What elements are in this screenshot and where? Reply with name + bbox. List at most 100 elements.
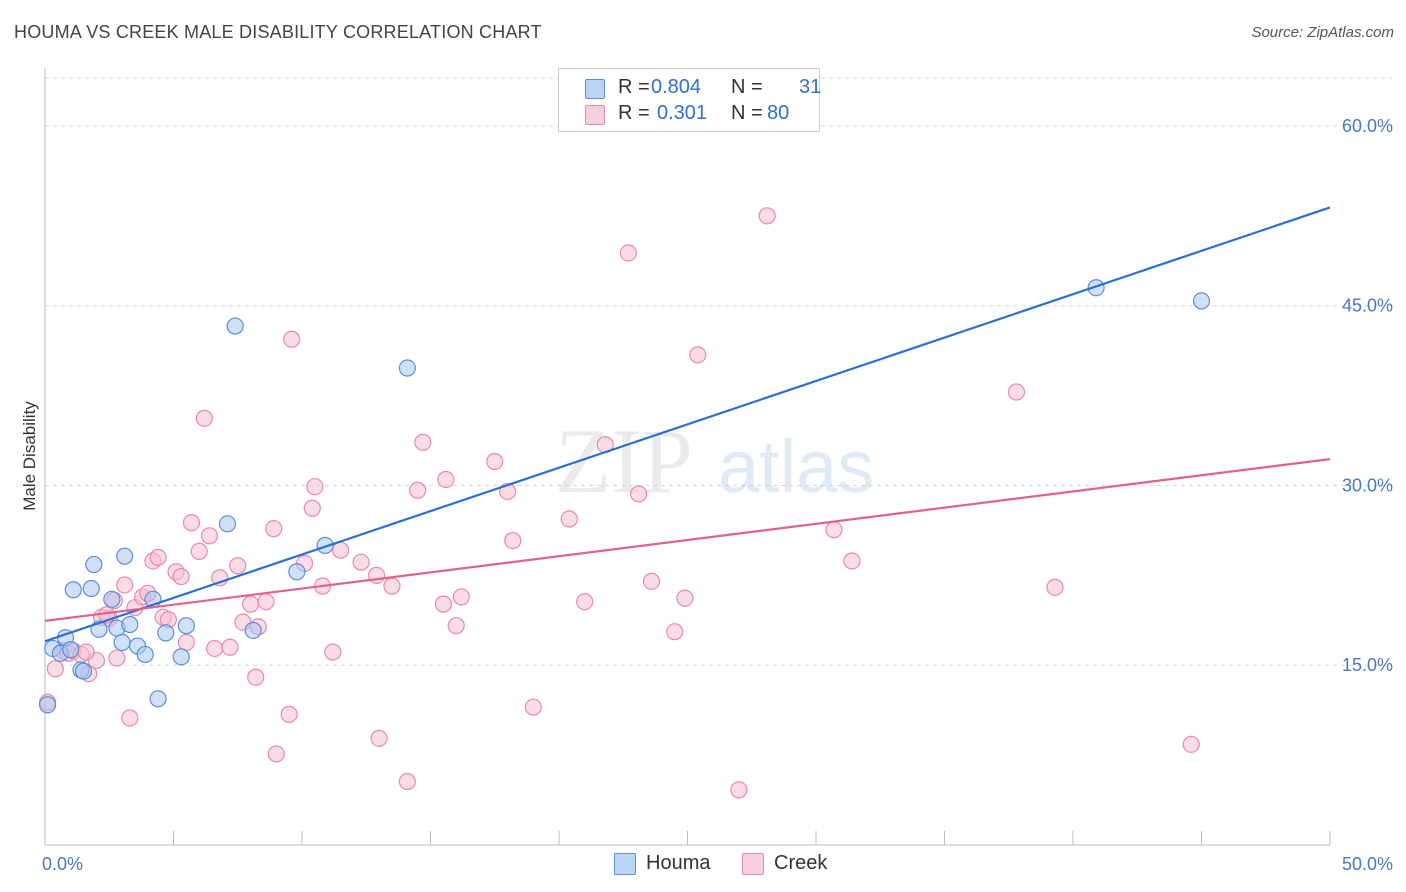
- houma-point-11: [103, 590, 121, 608]
- houma-point-9: [85, 555, 103, 574]
- creek-point-58: [486, 452, 504, 471]
- houma-r-value: 0.804: [651, 76, 702, 98]
- creek-point-18: [149, 548, 167, 566]
- creek-point-74: [843, 552, 861, 570]
- y-tick-label-0: 15.0%: [1342, 655, 1393, 675]
- y-tick-label-2: 45.0%: [1342, 296, 1393, 316]
- y-axis-label: Male Disability: [20, 401, 39, 511]
- gridlines: [45, 77, 1392, 666]
- houma-n-value: 31: [799, 76, 822, 98]
- creek-point-42: [303, 499, 321, 517]
- creek-point-25: [190, 542, 208, 560]
- creek-point-24: [182, 514, 201, 532]
- houma-point-28: [398, 359, 416, 377]
- creek-point-27: [200, 527, 219, 545]
- creek-point-68: [666, 623, 684, 641]
- houma-point-23: [218, 515, 237, 533]
- y-tick-labels: 15.0% 30.0% 45.0% 60.0%: [1342, 116, 1393, 675]
- houma-point-0: [38, 696, 57, 714]
- creek-point-67: [642, 572, 661, 590]
- houma-point-8: [82, 579, 100, 598]
- creek-point-43: [306, 478, 324, 496]
- houma-point-26: [288, 563, 306, 581]
- chart-title: HOUMA VS CREEK MALE DISABILITY CORRELATI…: [14, 22, 542, 42]
- creek-legend-label: Creek: [774, 852, 828, 874]
- creek-point-13: [121, 709, 139, 727]
- houma-point-15: [121, 615, 139, 634]
- creek-point-56: [447, 617, 465, 635]
- houma-point-24: [226, 317, 244, 335]
- creek-point-46: [331, 541, 350, 559]
- creek-point-49: [370, 729, 388, 747]
- houma-point-29: [1087, 279, 1105, 297]
- creek-point-71: [730, 781, 748, 799]
- creek-point-53: [414, 433, 432, 451]
- axes: [44, 68, 1331, 846]
- creek-point-39: [280, 705, 298, 723]
- creek-point-45: [324, 643, 342, 661]
- houma-points: [38, 279, 1211, 714]
- creek-point-23: [177, 633, 195, 652]
- x-tick-label-1: 50.0%: [1342, 854, 1393, 874]
- houma-point-13: [113, 633, 131, 652]
- creek-point-54: [434, 595, 452, 613]
- x-tick-label-0: 0.0%: [42, 854, 83, 874]
- trend-lines: [44, 206, 1331, 643]
- houma-trend-line: [44, 206, 1331, 643]
- creek-n-label: N =: [731, 102, 763, 124]
- correlation-legend: R = 0.804 N = 31 R = 0.301 N = 80: [558, 68, 822, 132]
- creek-point-62: [560, 510, 578, 528]
- houma-point-21: [172, 648, 190, 666]
- houma-point-30: [1192, 292, 1211, 310]
- creek-point-30: [221, 638, 239, 656]
- houma-n-label: N =: [731, 76, 763, 98]
- creek-point-77: [1182, 735, 1200, 753]
- creek-point-72: [758, 207, 776, 225]
- houma-point-25: [244, 621, 262, 640]
- houma-point-14: [116, 547, 134, 565]
- creek-point-60: [504, 531, 522, 550]
- creek-r-value: 0.301: [657, 102, 708, 124]
- houma-point-27: [316, 536, 334, 554]
- creek-point-11: [108, 649, 126, 667]
- houma-point-19: [149, 690, 167, 708]
- watermark-atlas: atlas: [718, 425, 874, 508]
- series-legend: Houma Creek: [0, 851, 1406, 877]
- houma-legend-swatch: [614, 853, 636, 875]
- creek-point-34: [247, 668, 265, 686]
- source-label: Source: ZipAtlas.com: [1251, 24, 1394, 41]
- creek-point-26: [195, 409, 213, 427]
- creek-point-12: [116, 576, 134, 594]
- creek-point-57: [452, 588, 470, 606]
- houma-point-4: [62, 641, 80, 659]
- creek-point-31: [229, 557, 247, 575]
- creek-point-1: [46, 660, 64, 678]
- creek-legend-swatch: [742, 853, 764, 875]
- creek-trend-line: [44, 458, 1331, 622]
- creek-point-70: [689, 346, 707, 364]
- creek-point-22: [172, 567, 190, 586]
- creek-point-51: [398, 772, 416, 791]
- creek-point-33: [242, 595, 260, 613]
- creek-point-63: [576, 593, 594, 611]
- creek-point-65: [619, 244, 637, 262]
- creek-point-76: [1046, 578, 1064, 596]
- creek-point-40: [283, 330, 301, 348]
- creek-point-55: [437, 470, 455, 489]
- houma-point-20: [157, 624, 175, 642]
- y-tick-label-1: 30.0%: [1342, 475, 1393, 495]
- creek-swatch: [585, 105, 605, 125]
- houma-point-22: [177, 617, 195, 635]
- creek-point-78: [77, 643, 95, 661]
- creek-point-69: [676, 589, 694, 607]
- houma-point-5: [64, 581, 82, 599]
- houma-point-7: [74, 662, 93, 680]
- houma-r-label: R =: [618, 76, 650, 98]
- creek-point-61: [524, 698, 542, 716]
- watermark: ZIP atlas: [555, 410, 874, 512]
- houma-point-17: [136, 645, 154, 664]
- creek-n-value: 80: [767, 102, 790, 124]
- creek-point-73: [825, 521, 843, 539]
- houma-legend-label: Houma: [646, 852, 711, 874]
- creek-point-52: [409, 481, 427, 499]
